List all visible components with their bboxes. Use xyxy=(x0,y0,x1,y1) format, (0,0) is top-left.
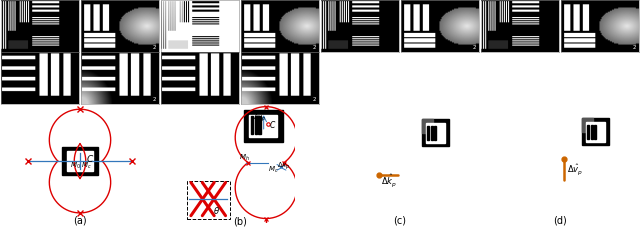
Text: $M_h$: $M_h$ xyxy=(239,153,250,164)
Bar xyxy=(594,124,596,139)
Text: $C$: $C$ xyxy=(269,119,276,130)
Text: 2: 2 xyxy=(313,45,316,50)
Text: $M_0$: $M_0$ xyxy=(70,161,81,171)
Text: $M_c$: $M_c$ xyxy=(81,161,92,171)
Text: $\Delta y_p$: $\Delta y_p$ xyxy=(253,113,267,124)
Bar xyxy=(67,151,93,171)
Bar xyxy=(582,118,609,145)
Text: (c): (c) xyxy=(394,215,406,225)
Bar xyxy=(427,126,429,140)
Text: (a): (a) xyxy=(73,215,87,225)
Text: 2: 2 xyxy=(313,97,316,102)
Bar xyxy=(422,119,449,146)
Text: 2: 2 xyxy=(153,45,156,50)
Bar xyxy=(426,123,445,143)
Bar xyxy=(586,122,605,142)
Bar xyxy=(244,110,283,142)
Bar xyxy=(434,126,436,140)
Text: 2: 2 xyxy=(153,97,156,102)
Text: $\Delta\hat{v}_p$: $\Delta\hat{v}_p$ xyxy=(566,162,583,177)
Bar xyxy=(587,124,589,139)
Bar xyxy=(582,118,593,132)
Text: $\theta$: $\theta$ xyxy=(213,205,220,216)
Text: 2: 2 xyxy=(633,45,636,50)
Bar xyxy=(422,119,433,133)
Bar xyxy=(255,116,257,134)
Text: 2: 2 xyxy=(473,45,476,50)
Bar xyxy=(250,115,277,137)
Text: (b): (b) xyxy=(233,216,247,226)
Text: $M_c$: $M_c$ xyxy=(268,165,278,175)
Bar xyxy=(259,116,261,134)
Text: $\Delta x_p$: $\Delta x_p$ xyxy=(278,160,291,172)
Bar xyxy=(431,126,433,140)
Bar xyxy=(187,181,230,219)
Text: (d): (d) xyxy=(553,215,567,225)
Text: $\Delta\hat{k}_p$: $\Delta\hat{k}_p$ xyxy=(381,173,397,189)
Text: $C$: $C$ xyxy=(86,153,94,164)
Bar xyxy=(251,116,253,134)
Bar xyxy=(62,147,98,175)
Bar xyxy=(591,124,593,139)
